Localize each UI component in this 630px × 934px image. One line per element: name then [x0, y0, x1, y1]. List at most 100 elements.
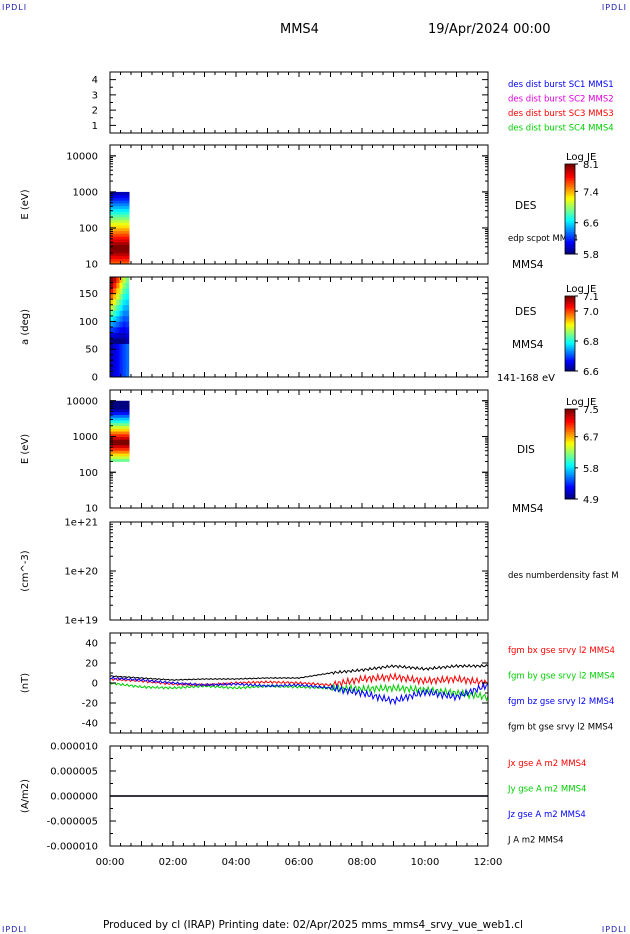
- y-tick-label: 1000: [73, 187, 98, 198]
- panel-frame: [109, 144, 489, 265]
- legend-entry: J A m2 MMS4: [507, 836, 564, 846]
- spectrogram-cell: [110, 360, 114, 367]
- electron-energy-colorbar-swatch: [565, 173, 575, 176]
- y-tick-label: 1e+20: [64, 567, 98, 578]
- spectrogram-cell: [110, 343, 114, 350]
- y-tick-label: 50: [85, 345, 98, 356]
- stacked-plots: 1 2 3 4 des dist burst SC1 MMS1 des dist burs…: [20, 71, 619, 868]
- ion-energy-colorbar-swatch: [565, 483, 575, 486]
- legend-entry: Jx gse A m2 MMS4: [507, 759, 586, 769]
- ion-energy-colorbar-title: Log JE: [566, 397, 596, 408]
- x-tick-label: 08:00: [348, 857, 377, 868]
- pitch-angle-colorbar-title: Log JE: [566, 284, 596, 295]
- y-tick-label: 100: [79, 468, 98, 479]
- ion-energy-colorbar-swatch: [565, 436, 575, 439]
- spectrogram-cell: [125, 327, 130, 333]
- spectrogram-cell: [116, 282, 120, 289]
- electron-energy-colorbar-swatch: [565, 179, 575, 183]
- ion-energy-colorbar-swatch: [565, 433, 575, 437]
- pitch-angle-colorbar-swatch: [565, 341, 575, 344]
- field-line-by: [109, 681, 489, 702]
- spectrogram-cell: [110, 216, 130, 221]
- spectrogram-cell: [116, 277, 120, 283]
- spectrogram-cell: [116, 360, 120, 367]
- spectrogram-cell: [125, 365, 130, 372]
- spectrogram-cell: [110, 455, 130, 460]
- pitch-angle-colorbar-swatch: [565, 354, 575, 357]
- y-tick-label: 40: [85, 639, 98, 650]
- electron-energy-colorbar-swatch: [565, 238, 575, 241]
- spectrogram-cell: [125, 349, 130, 356]
- spectrogram-cell: [110, 250, 130, 254]
- y-axis-label: (A/m2): [20, 779, 31, 813]
- y-tick-label: 4: [92, 75, 98, 86]
- pitch-angle-colorbar-swatch: [565, 318, 575, 321]
- spectrogram-cell: [113, 321, 117, 328]
- spectrogram-cell: [122, 277, 127, 283]
- pitch-angle-colorbar-swatch: [565, 316, 575, 319]
- bottom-right-corner-label: IPDLI: [601, 925, 627, 934]
- legend-entry: fgm bt gse srvy l2 MMS4: [508, 723, 613, 733]
- spectrogram-cell: [113, 282, 117, 289]
- spectrogram-cell: [119, 371, 123, 378]
- y-tick-label: 100: [79, 317, 98, 328]
- pitch-angle-colorbar-swatch: [565, 337, 575, 340]
- spectrogram-cell: [110, 233, 130, 237]
- y-tick-label: 2: [92, 106, 98, 117]
- spectrogram-cell: [122, 354, 127, 361]
- spectrogram-cell: [110, 321, 114, 328]
- spectrogram-cell: [113, 288, 117, 294]
- ion-energy-colorbar-swatch: [565, 415, 575, 419]
- spectrogram-cell: [122, 332, 127, 339]
- pitch-angle-colorbar-swatch: [565, 326, 575, 329]
- header-spacecraft: MMS4: [280, 22, 319, 37]
- spectrogram-cell: [110, 433, 130, 438]
- spectrogram-cell: [122, 304, 127, 311]
- ion-energy-colorbar-swatch: [565, 449, 575, 453]
- y-axis-label: E (eV): [20, 434, 31, 464]
- spectrogram-cell: [119, 360, 123, 367]
- ion-energy-colorbar-swatch: [565, 440, 575, 444]
- x-tick-label: 10:00: [411, 857, 440, 868]
- ion-energy-colorbar-swatch: [565, 422, 575, 426]
- y-tick-label: -20: [82, 699, 98, 710]
- spacecraft-potential-label: edp scpot MMS4: [508, 234, 578, 244]
- spectrogram-cell: [110, 277, 114, 283]
- y-tick-label: 0.000010: [50, 742, 98, 753]
- spectrogram-cell: [110, 241, 130, 245]
- spectrogram-cell: [110, 261, 130, 265]
- spectrogram-cell: [125, 299, 130, 306]
- spectrogram-cell: [113, 327, 117, 333]
- spectrogram-cell: [110, 282, 114, 289]
- spectrogram-cell: [125, 338, 130, 344]
- electron-energy-colorbar-title: Log JE: [566, 152, 596, 163]
- footer-credits: Produced by cl (IRAP) Printing date: 02/…: [103, 919, 523, 931]
- spectrogram-cell: [125, 321, 130, 328]
- spectrogram-cell: [110, 211, 130, 215]
- spectrogram-cell: [119, 327, 123, 333]
- legend-entry: des dist burst SC1 MMS1: [508, 80, 614, 90]
- legend-entry: Jy gse A m2 MMS4: [507, 785, 586, 795]
- spectrogram-cell: [113, 310, 117, 317]
- y-tick-label: 100: [79, 223, 98, 234]
- electron-energy-colorbar-swatch: [565, 202, 575, 205]
- electron-energy-colorbar-tick-label: 6.6: [583, 219, 599, 230]
- ion-energy-colorbar-tick-label: 4.9: [583, 495, 599, 506]
- spectrogram-cell: [122, 343, 127, 350]
- pitch-angle-colorbar-tick-label: 7.0: [583, 307, 599, 318]
- spectrogram-cell: [110, 371, 114, 378]
- pitch-angle-colorbar-swatch: [565, 303, 575, 306]
- y-tick-label: 10000: [66, 151, 98, 162]
- electron-energy-colorbar-frame: [564, 163, 576, 255]
- panel-frame: [109, 71, 489, 134]
- spectrogram-cell: [113, 349, 117, 356]
- spectrogram-cell: [116, 315, 120, 322]
- species-label: DES: [515, 306, 537, 318]
- pitch-angle-colorbar-swatch: [565, 357, 575, 361]
- spectrogram-cell: [125, 293, 130, 300]
- spectrogram-cell: [110, 431, 130, 435]
- ion-energy-colorbar-swatch: [565, 442, 575, 446]
- spectrogram-cell: [110, 247, 130, 251]
- species-label: DES: [515, 200, 537, 212]
- spectrogram-cell: [116, 304, 120, 311]
